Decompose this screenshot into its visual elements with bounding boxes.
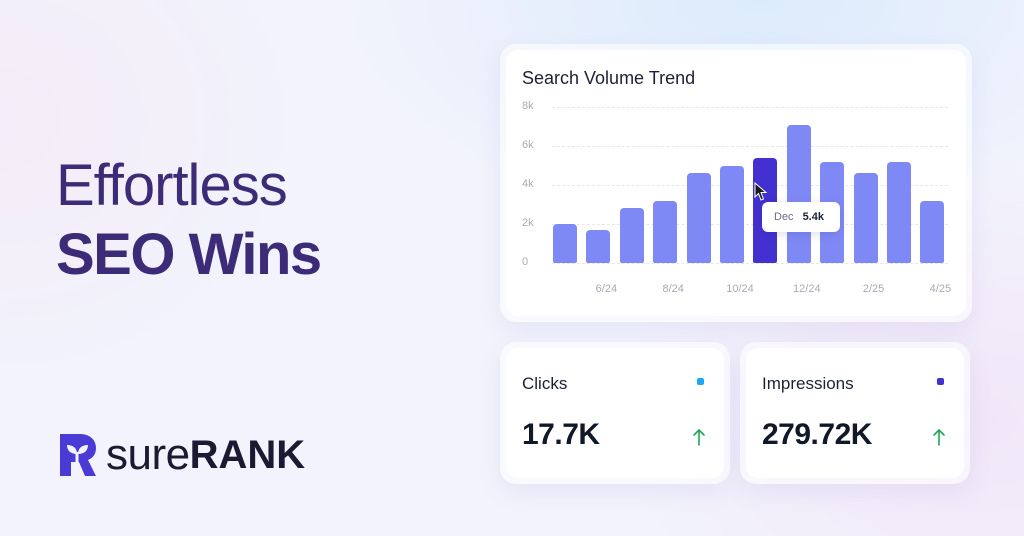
chart-bar[interactable] xyxy=(920,200,945,263)
y-tick-label: 4k xyxy=(522,178,534,190)
gridline xyxy=(552,224,948,225)
tooltip-month: Dec xyxy=(774,211,794,223)
chart-bar[interactable] xyxy=(853,173,878,263)
gridline xyxy=(552,146,948,147)
gridline xyxy=(552,263,948,264)
gridline xyxy=(552,107,948,108)
y-tick-label: 2k xyxy=(522,217,534,229)
headline-line-1: Effortless xyxy=(56,153,288,218)
clicks-legend-dot xyxy=(697,378,704,385)
search-volume-card: Search Volume Trend 0 2k 4k 6k 8k 6/24 8/24 10… xyxy=(500,44,972,322)
clicks-card: Clicks 17.7K xyxy=(500,342,730,484)
x-tick-label: 10/24 xyxy=(726,283,754,295)
chart-bar[interactable] xyxy=(887,161,911,263)
chart-bar[interactable] xyxy=(653,200,678,263)
clicks-value: 17.7K xyxy=(522,418,600,451)
x-tick-label: 12/24 xyxy=(793,283,821,295)
y-tick-label: 0 xyxy=(522,256,529,268)
chart-tooltip: Dec 5.4k xyxy=(762,202,840,232)
impressions-label: Impressions xyxy=(762,374,854,393)
impressions-legend-dot xyxy=(937,378,944,385)
x-tick-label: 2/25 xyxy=(862,283,885,295)
headline: Effortless SEO Wins xyxy=(56,152,322,290)
x-tick-label: 8/24 xyxy=(662,283,684,295)
headline-line-2: SEO Wins xyxy=(56,222,322,287)
clicks-label: Clicks xyxy=(522,374,568,393)
arrow-up-icon xyxy=(933,429,945,446)
tooltip-value: 5.4k xyxy=(802,211,824,223)
search-volume-chart: Search Volume Trend 0 2k 4k 6k 8k 6/24 8/24 10… xyxy=(506,50,966,316)
brand-word-rank: RANK xyxy=(189,433,306,477)
y-tick-label: 8k xyxy=(522,100,534,112)
chart-bar[interactable] xyxy=(786,124,811,263)
gridline xyxy=(552,185,948,186)
chart-title: Search Volume Trend xyxy=(522,68,696,88)
r-sprout-logo-icon xyxy=(60,434,96,476)
brand-logo: sure RANK xyxy=(58,432,305,478)
chart-bar[interactable] xyxy=(619,208,644,263)
y-tick-label: 6k xyxy=(522,139,534,151)
mouse-cursor-icon xyxy=(754,182,768,201)
x-tick-label: 4/25 xyxy=(929,283,952,295)
x-tick-label: 6/24 xyxy=(595,283,618,295)
chart-bar[interactable] xyxy=(586,229,611,263)
impressions-value: 279.72K xyxy=(762,418,872,451)
chart-bar[interactable] xyxy=(720,165,744,263)
impressions-card: Impressions 279.72K xyxy=(740,342,970,484)
chart-bar[interactable] xyxy=(553,224,577,263)
arrow-up-icon xyxy=(693,429,705,446)
brand-word-sure: sure xyxy=(106,430,190,479)
chart-bar[interactable] xyxy=(686,173,711,263)
